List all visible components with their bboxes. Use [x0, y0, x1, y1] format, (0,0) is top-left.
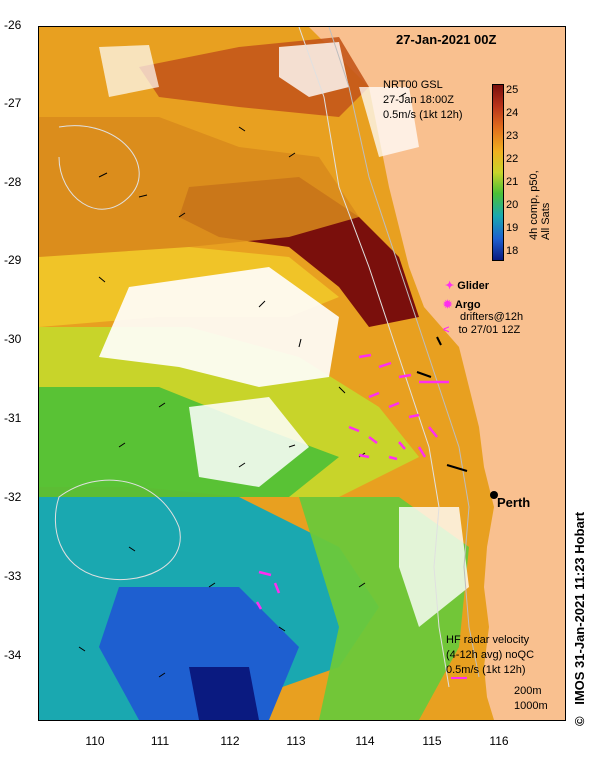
nrt-line-2: 27-Jan 18:00Z	[383, 94, 454, 106]
lon-tick: 116	[489, 734, 509, 748]
nrt-label: NRT00 GSL 27-Jan 18:00Z 0.5m/s (1kt 12h)	[383, 78, 462, 123]
colorbar	[492, 84, 504, 261]
drifters-legend: drifters@12h < to 27/01 12Z	[443, 311, 523, 337]
colorbar-tick: 20	[506, 199, 519, 211]
contour-1000m	[298, 27, 450, 688]
map-title: 27-Jan-2021 00Z	[396, 32, 497, 47]
perth-label: Perth	[497, 495, 531, 510]
colorbar-tick: 19	[506, 222, 519, 234]
colorbar-tick: 25	[506, 84, 519, 96]
lat-tick: -31	[4, 411, 22, 425]
contour-legend-200m: 200m	[514, 685, 542, 697]
colorbar-tick: 18	[506, 245, 519, 257]
lat-tick: -28	[4, 175, 22, 189]
hf-line-3: 0.5m/s (1kt 12h)	[446, 664, 526, 676]
colorbar-tick: 23	[506, 130, 519, 142]
colorbar-tick: 22	[506, 153, 519, 165]
nrt-line-1: NRT00 GSL	[383, 79, 443, 91]
copyright-symbol: ©	[572, 716, 587, 726]
argo-label: Argo	[454, 299, 481, 311]
lat-tick: -33	[4, 569, 22, 583]
lat-tick: -29	[4, 253, 22, 267]
credit-text: IMOS 31-Jan-2021 11:23 Hobart	[572, 511, 587, 705]
drifters-label-1: drifters@12h	[460, 311, 524, 323]
lat-tick: -34	[4, 648, 22, 662]
nrt-scale-arrow	[398, 92, 407, 98]
credit-line: © IMOS 31-Jan-2021 11:23 Hobart	[572, 512, 587, 726]
lat-tick: -30	[4, 332, 22, 346]
lon-tick: 111	[150, 734, 170, 748]
colorbar-tick: 21	[506, 176, 519, 188]
lon-tick: 113	[286, 734, 306, 748]
hf-line-1: HF radar velocity	[446, 634, 530, 646]
colorbar-label: 4h comp, p50, All Sats	[528, 170, 552, 240]
lon-tick: 114	[355, 734, 375, 748]
lon-tick: 112	[220, 734, 240, 748]
glider-label: Glider	[457, 280, 490, 292]
hf-radar-label: HF radar velocity (4-12h avg) noQC 0.5m/…	[446, 633, 534, 678]
argo-legend: ✹ Argo	[443, 298, 481, 311]
contour-legend-1000m: 1000m	[514, 700, 548, 712]
map-area[interactable]	[38, 26, 566, 721]
lat-tick: -27	[4, 96, 22, 110]
sst-map	[39, 27, 565, 720]
drifter-icon: <	[443, 324, 450, 336]
lon-tick: 115	[422, 734, 442, 748]
glider-legend: ✦ Glider	[445, 279, 489, 292]
drifters-label-2: to 27/01 12Z	[458, 324, 521, 336]
lat-tick: -26	[4, 18, 22, 32]
nrt-line-3: 0.5m/s (1kt 12h)	[383, 109, 463, 121]
glider-icon: ✦	[445, 280, 455, 292]
hf-line-2: (4-12h avg) noQC	[446, 649, 535, 661]
colorbar-tick: 24	[506, 107, 519, 119]
perth-marker	[490, 491, 498, 499]
lat-tick: -32	[4, 490, 22, 504]
argo-icon: ✹	[443, 299, 453, 311]
contour-200m	[328, 27, 480, 678]
lon-tick: 110	[85, 734, 105, 748]
